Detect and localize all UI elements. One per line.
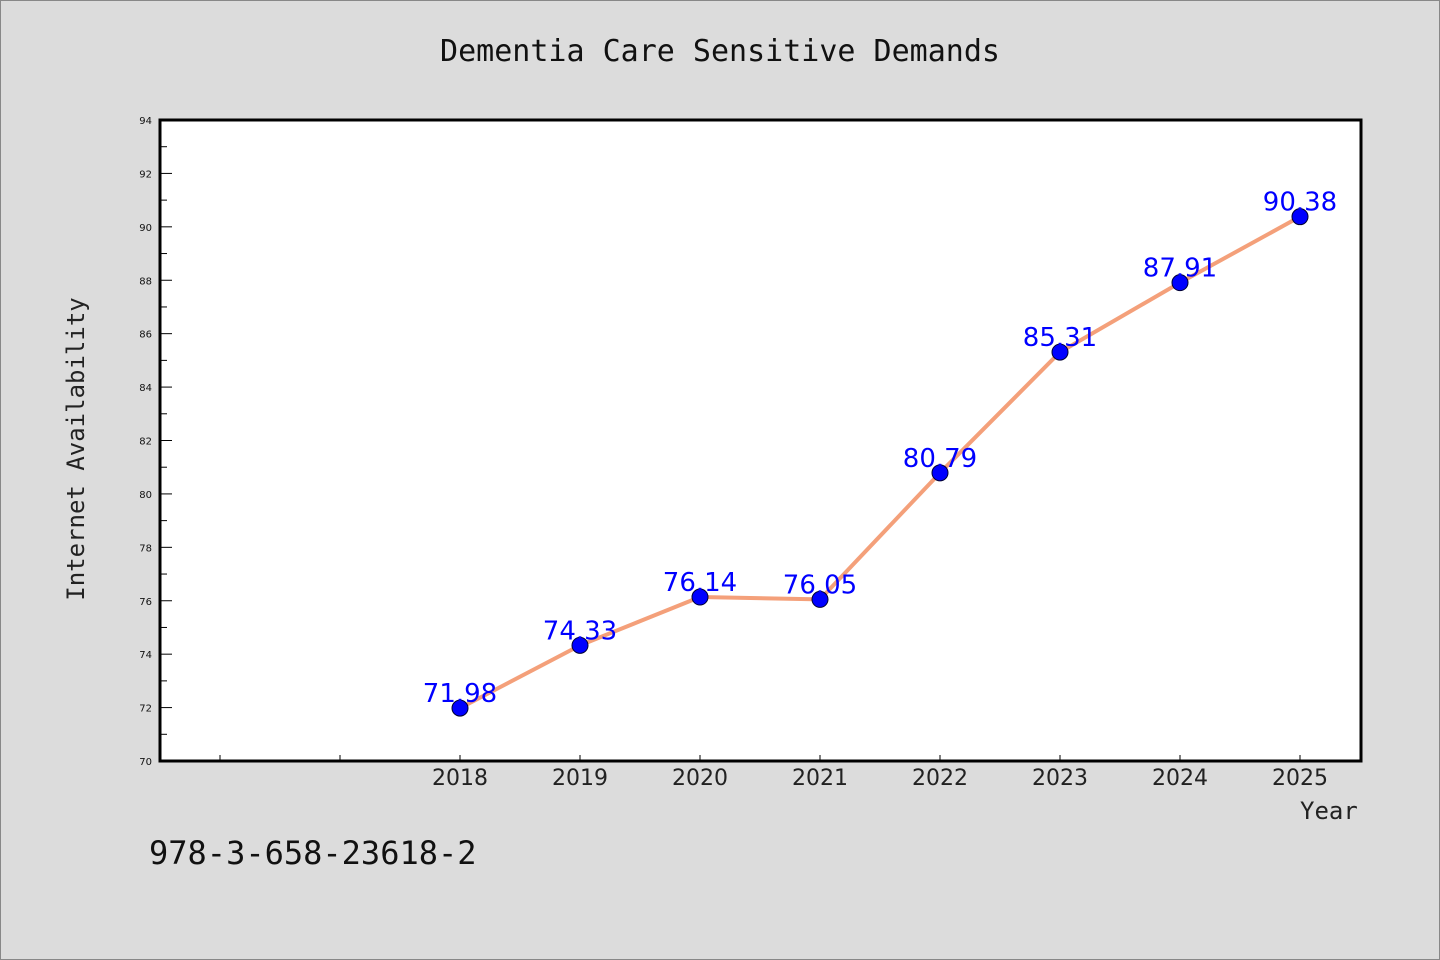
y-tick-label: 76 bbox=[139, 597, 152, 608]
y-tick-label: 82 bbox=[139, 437, 152, 448]
y-tick-label: 80 bbox=[139, 490, 152, 501]
series-line bbox=[459, 214, 1301, 710]
data-label: 76.05 bbox=[783, 570, 857, 600]
data-point bbox=[1291, 208, 1309, 226]
y-tick-label: 94 bbox=[139, 116, 152, 127]
y-tick-label: 78 bbox=[139, 543, 152, 554]
data-label: 90.38 bbox=[1263, 188, 1337, 218]
x-tick-label: 2020 bbox=[672, 766, 728, 791]
y-tick-label: 72 bbox=[139, 704, 152, 715]
isbn-text: 978-3-658-23618-2 bbox=[149, 834, 477, 872]
y-tick-label: 70 bbox=[139, 757, 152, 768]
data-point bbox=[571, 636, 589, 654]
x-axis-label: Year bbox=[1300, 797, 1358, 825]
x-tick-label: 2022 bbox=[912, 766, 968, 791]
data-point bbox=[811, 590, 829, 608]
y-tick-label: 86 bbox=[139, 330, 152, 341]
x-tick-label: 2023 bbox=[1032, 766, 1088, 791]
y-tick-label: 88 bbox=[139, 276, 152, 287]
y-tick-label: 90 bbox=[139, 223, 152, 234]
data-point bbox=[931, 464, 949, 482]
data-point bbox=[1051, 343, 1069, 361]
data-point bbox=[451, 699, 469, 717]
y-tick-label: 74 bbox=[139, 650, 152, 661]
data-label: 87.91 bbox=[1143, 254, 1217, 284]
data-point bbox=[1171, 274, 1189, 292]
x-tick-label: 2024 bbox=[1152, 766, 1208, 791]
data-label: 85.31 bbox=[1023, 323, 1097, 353]
data-label: 80.79 bbox=[903, 444, 977, 474]
data-label: 76.14 bbox=[663, 568, 737, 598]
x-tick-label: 2019 bbox=[552, 766, 608, 791]
chart-title: Dementia Care Sensitive Demands bbox=[440, 34, 1000, 69]
plot-area bbox=[158, 118, 1363, 763]
data-label: 71.98 bbox=[423, 679, 497, 709]
x-tick-label: 2025 bbox=[1272, 766, 1328, 791]
data-point bbox=[691, 588, 709, 606]
y-tick-label: 92 bbox=[139, 169, 152, 180]
x-tick-label: 2018 bbox=[432, 766, 488, 791]
y-tick-label: 84 bbox=[139, 383, 152, 394]
x-tick-label: 2021 bbox=[792, 766, 848, 791]
data-label: 74.33 bbox=[543, 616, 617, 646]
